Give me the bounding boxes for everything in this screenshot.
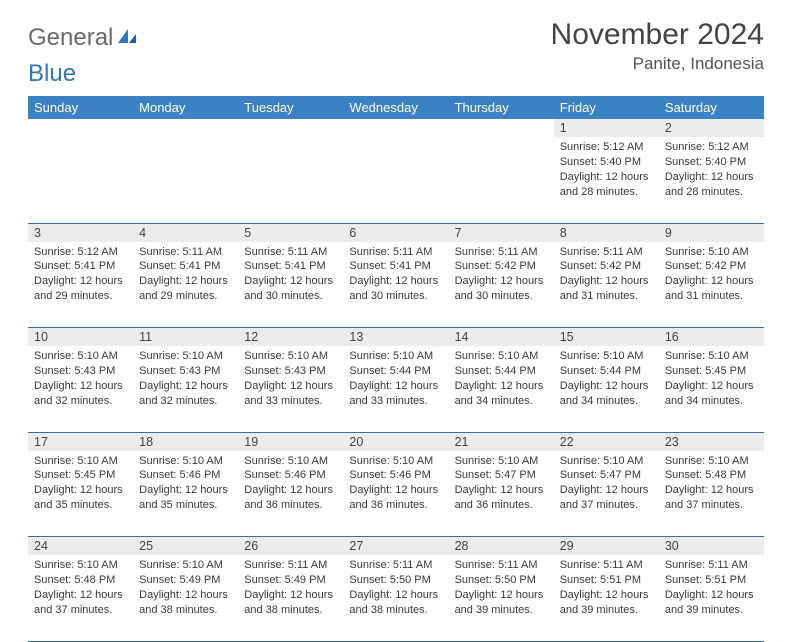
- day-cell: Sunrise: 5:11 AMSunset: 5:42 PMDaylight:…: [554, 242, 659, 328]
- day-cell: Sunrise: 5:10 AMSunset: 5:48 PMDaylight:…: [659, 451, 764, 537]
- day-body-row: Sunrise: 5:10 AMSunset: 5:43 PMDaylight:…: [28, 346, 764, 432]
- day-number-row: 24252627282930: [28, 537, 764, 556]
- day-number: 28: [449, 537, 554, 556]
- day-number: 8: [554, 223, 659, 242]
- day-body-row: Sunrise: 5:10 AMSunset: 5:45 PMDaylight:…: [28, 451, 764, 537]
- day-cell: Sunrise: 5:11 AMSunset: 5:41 PMDaylight:…: [238, 242, 343, 328]
- day-cell: Sunrise: 5:10 AMSunset: 5:42 PMDaylight:…: [659, 242, 764, 328]
- day-cell: Sunrise: 5:11 AMSunset: 5:50 PMDaylight:…: [449, 555, 554, 641]
- logo-word-1: General: [28, 24, 113, 52]
- day-number: 22: [554, 432, 659, 451]
- day-cell: Sunrise: 5:11 AMSunset: 5:49 PMDaylight:…: [238, 555, 343, 641]
- day-number: 17: [28, 432, 133, 451]
- day-number: 18: [133, 432, 238, 451]
- day-cell: [343, 137, 448, 223]
- month-title: November 2024: [551, 18, 764, 52]
- title-block: November 2024 Panite, Indonesia: [551, 18, 764, 74]
- day-number-row: 10111213141516: [28, 328, 764, 347]
- day-cell: [449, 137, 554, 223]
- day-cell: Sunrise: 5:11 AMSunset: 5:50 PMDaylight:…: [343, 555, 448, 641]
- day-number: [28, 119, 133, 137]
- day-cell: Sunrise: 5:10 AMSunset: 5:45 PMDaylight:…: [659, 346, 764, 432]
- logo-word-2: Blue: [28, 60, 76, 88]
- day-cell: Sunrise: 5:11 AMSunset: 5:42 PMDaylight:…: [449, 242, 554, 328]
- weekday-header: Monday: [133, 96, 238, 119]
- day-number-row: 17181920212223: [28, 432, 764, 451]
- day-cell: [28, 137, 133, 223]
- day-number: 14: [449, 328, 554, 347]
- day-cell: Sunrise: 5:11 AMSunset: 5:41 PMDaylight:…: [133, 242, 238, 328]
- calendar-table: SundayMondayTuesdayWednesdayThursdayFrid…: [28, 96, 764, 642]
- day-number: 4: [133, 223, 238, 242]
- day-cell: Sunrise: 5:10 AMSunset: 5:43 PMDaylight:…: [28, 346, 133, 432]
- day-number: 16: [659, 328, 764, 347]
- weekday-header: Wednesday: [343, 96, 448, 119]
- logo: General: [28, 24, 138, 52]
- day-cell: Sunrise: 5:10 AMSunset: 5:44 PMDaylight:…: [554, 346, 659, 432]
- day-cell: [238, 137, 343, 223]
- day-number: 15: [554, 328, 659, 347]
- day-body-row: Sunrise: 5:10 AMSunset: 5:48 PMDaylight:…: [28, 555, 764, 641]
- day-cell: [133, 137, 238, 223]
- day-cell: Sunrise: 5:12 AMSunset: 5:41 PMDaylight:…: [28, 242, 133, 328]
- day-number: 10: [28, 328, 133, 347]
- day-cell: Sunrise: 5:12 AMSunset: 5:40 PMDaylight:…: [554, 137, 659, 223]
- day-cell: Sunrise: 5:12 AMSunset: 5:40 PMDaylight:…: [659, 137, 764, 223]
- weekday-header-row: SundayMondayTuesdayWednesdayThursdayFrid…: [28, 96, 764, 119]
- day-number: 6: [343, 223, 448, 242]
- day-number: 1: [554, 119, 659, 137]
- weekday-header: Thursday: [449, 96, 554, 119]
- day-number: 21: [449, 432, 554, 451]
- day-number: 3: [28, 223, 133, 242]
- day-number: 25: [133, 537, 238, 556]
- day-number: 5: [238, 223, 343, 242]
- day-number-row: 12: [28, 119, 764, 137]
- day-number: 19: [238, 432, 343, 451]
- day-cell: Sunrise: 5:10 AMSunset: 5:48 PMDaylight:…: [28, 555, 133, 641]
- sail-icon: [116, 24, 138, 52]
- day-number: 24: [28, 537, 133, 556]
- day-number: 26: [238, 537, 343, 556]
- day-number: 20: [343, 432, 448, 451]
- day-cell: Sunrise: 5:10 AMSunset: 5:46 PMDaylight:…: [343, 451, 448, 537]
- location: Panite, Indonesia: [551, 54, 764, 74]
- day-number: 30: [659, 537, 764, 556]
- day-number: [343, 119, 448, 137]
- day-cell: Sunrise: 5:11 AMSunset: 5:41 PMDaylight:…: [343, 242, 448, 328]
- day-cell: Sunrise: 5:10 AMSunset: 5:47 PMDaylight:…: [449, 451, 554, 537]
- day-cell: Sunrise: 5:10 AMSunset: 5:43 PMDaylight:…: [238, 346, 343, 432]
- weekday-header: Sunday: [28, 96, 133, 119]
- day-number: 29: [554, 537, 659, 556]
- day-cell: Sunrise: 5:10 AMSunset: 5:49 PMDaylight:…: [133, 555, 238, 641]
- day-number: 13: [343, 328, 448, 347]
- day-cell: Sunrise: 5:10 AMSunset: 5:47 PMDaylight:…: [554, 451, 659, 537]
- day-number-row: 3456789: [28, 223, 764, 242]
- day-cell: Sunrise: 5:10 AMSunset: 5:43 PMDaylight:…: [133, 346, 238, 432]
- day-body-row: Sunrise: 5:12 AMSunset: 5:41 PMDaylight:…: [28, 242, 764, 328]
- day-cell: Sunrise: 5:11 AMSunset: 5:51 PMDaylight:…: [659, 555, 764, 641]
- day-cell: Sunrise: 5:10 AMSunset: 5:46 PMDaylight:…: [133, 451, 238, 537]
- day-body-row: Sunrise: 5:12 AMSunset: 5:40 PMDaylight:…: [28, 137, 764, 223]
- weekday-header: Tuesday: [238, 96, 343, 119]
- day-cell: Sunrise: 5:11 AMSunset: 5:51 PMDaylight:…: [554, 555, 659, 641]
- day-number: 9: [659, 223, 764, 242]
- weekday-header: Friday: [554, 96, 659, 119]
- day-number: [449, 119, 554, 137]
- day-cell: Sunrise: 5:10 AMSunset: 5:45 PMDaylight:…: [28, 451, 133, 537]
- day-number: 7: [449, 223, 554, 242]
- day-number: [238, 119, 343, 137]
- day-number: 27: [343, 537, 448, 556]
- weekday-header: Saturday: [659, 96, 764, 119]
- day-cell: Sunrise: 5:10 AMSunset: 5:46 PMDaylight:…: [238, 451, 343, 537]
- day-number: 23: [659, 432, 764, 451]
- day-cell: Sunrise: 5:10 AMSunset: 5:44 PMDaylight:…: [449, 346, 554, 432]
- day-number: 11: [133, 328, 238, 347]
- day-cell: Sunrise: 5:10 AMSunset: 5:44 PMDaylight:…: [343, 346, 448, 432]
- day-number: 12: [238, 328, 343, 347]
- day-number: [133, 119, 238, 137]
- day-number: 2: [659, 119, 764, 137]
